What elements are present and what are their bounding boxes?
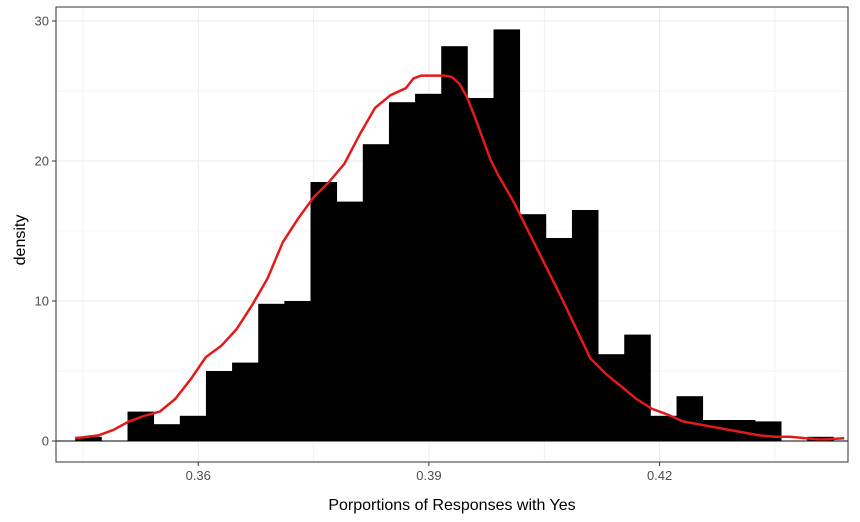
histogram-bar: [388, 102, 416, 441]
histogram-bar: [75, 436, 102, 441]
histogram-bar: [284, 301, 311, 441]
y-tick-label: 0: [42, 434, 49, 449]
histogram-bar: [571, 210, 599, 441]
histogram-bar: [754, 421, 782, 441]
histogram-bar: [493, 29, 521, 442]
histogram-bar: [310, 182, 338, 441]
histogram-bar: [624, 334, 651, 441]
panel-border: [55, 6, 849, 463]
histogram-bar: [650, 415, 677, 441]
y-tick-label: 20: [35, 154, 49, 169]
histogram-bar: [598, 354, 625, 441]
histogram-bar: [728, 420, 756, 441]
x-tick-label: 0.36: [186, 468, 211, 483]
histogram-bar: [153, 424, 181, 441]
x-axis-title: Porportions of Responses with Yes: [328, 497, 575, 514]
histogram-bar: [415, 93, 442, 442]
histogram-bar: [232, 362, 259, 441]
histogram-bar: [519, 214, 547, 441]
histogram-bar: [362, 144, 390, 441]
histogram-bars: [75, 29, 834, 442]
axis-ticks: 0.36 0.39 0.42 0 10 20 30: [35, 14, 673, 484]
histogram-bar: [545, 238, 573, 441]
histogram-bar: [258, 303, 285, 441]
x-tick-label: 0.39: [416, 468, 441, 483]
histogram-bar: [702, 420, 730, 441]
density-curve: [75, 74, 845, 441]
y-tick-label: 10: [35, 294, 49, 309]
histogram-bar: [205, 371, 233, 441]
y-tick-label: 30: [35, 14, 49, 29]
histogram-bar: [676, 396, 704, 441]
histogram-bar: [336, 201, 364, 441]
histogram-bar: [441, 46, 468, 441]
histogram-bar: [179, 415, 207, 441]
histogram-bar: [467, 98, 494, 441]
x-tick-label: 0.42: [647, 468, 672, 483]
y-axis-title: density: [12, 215, 29, 266]
